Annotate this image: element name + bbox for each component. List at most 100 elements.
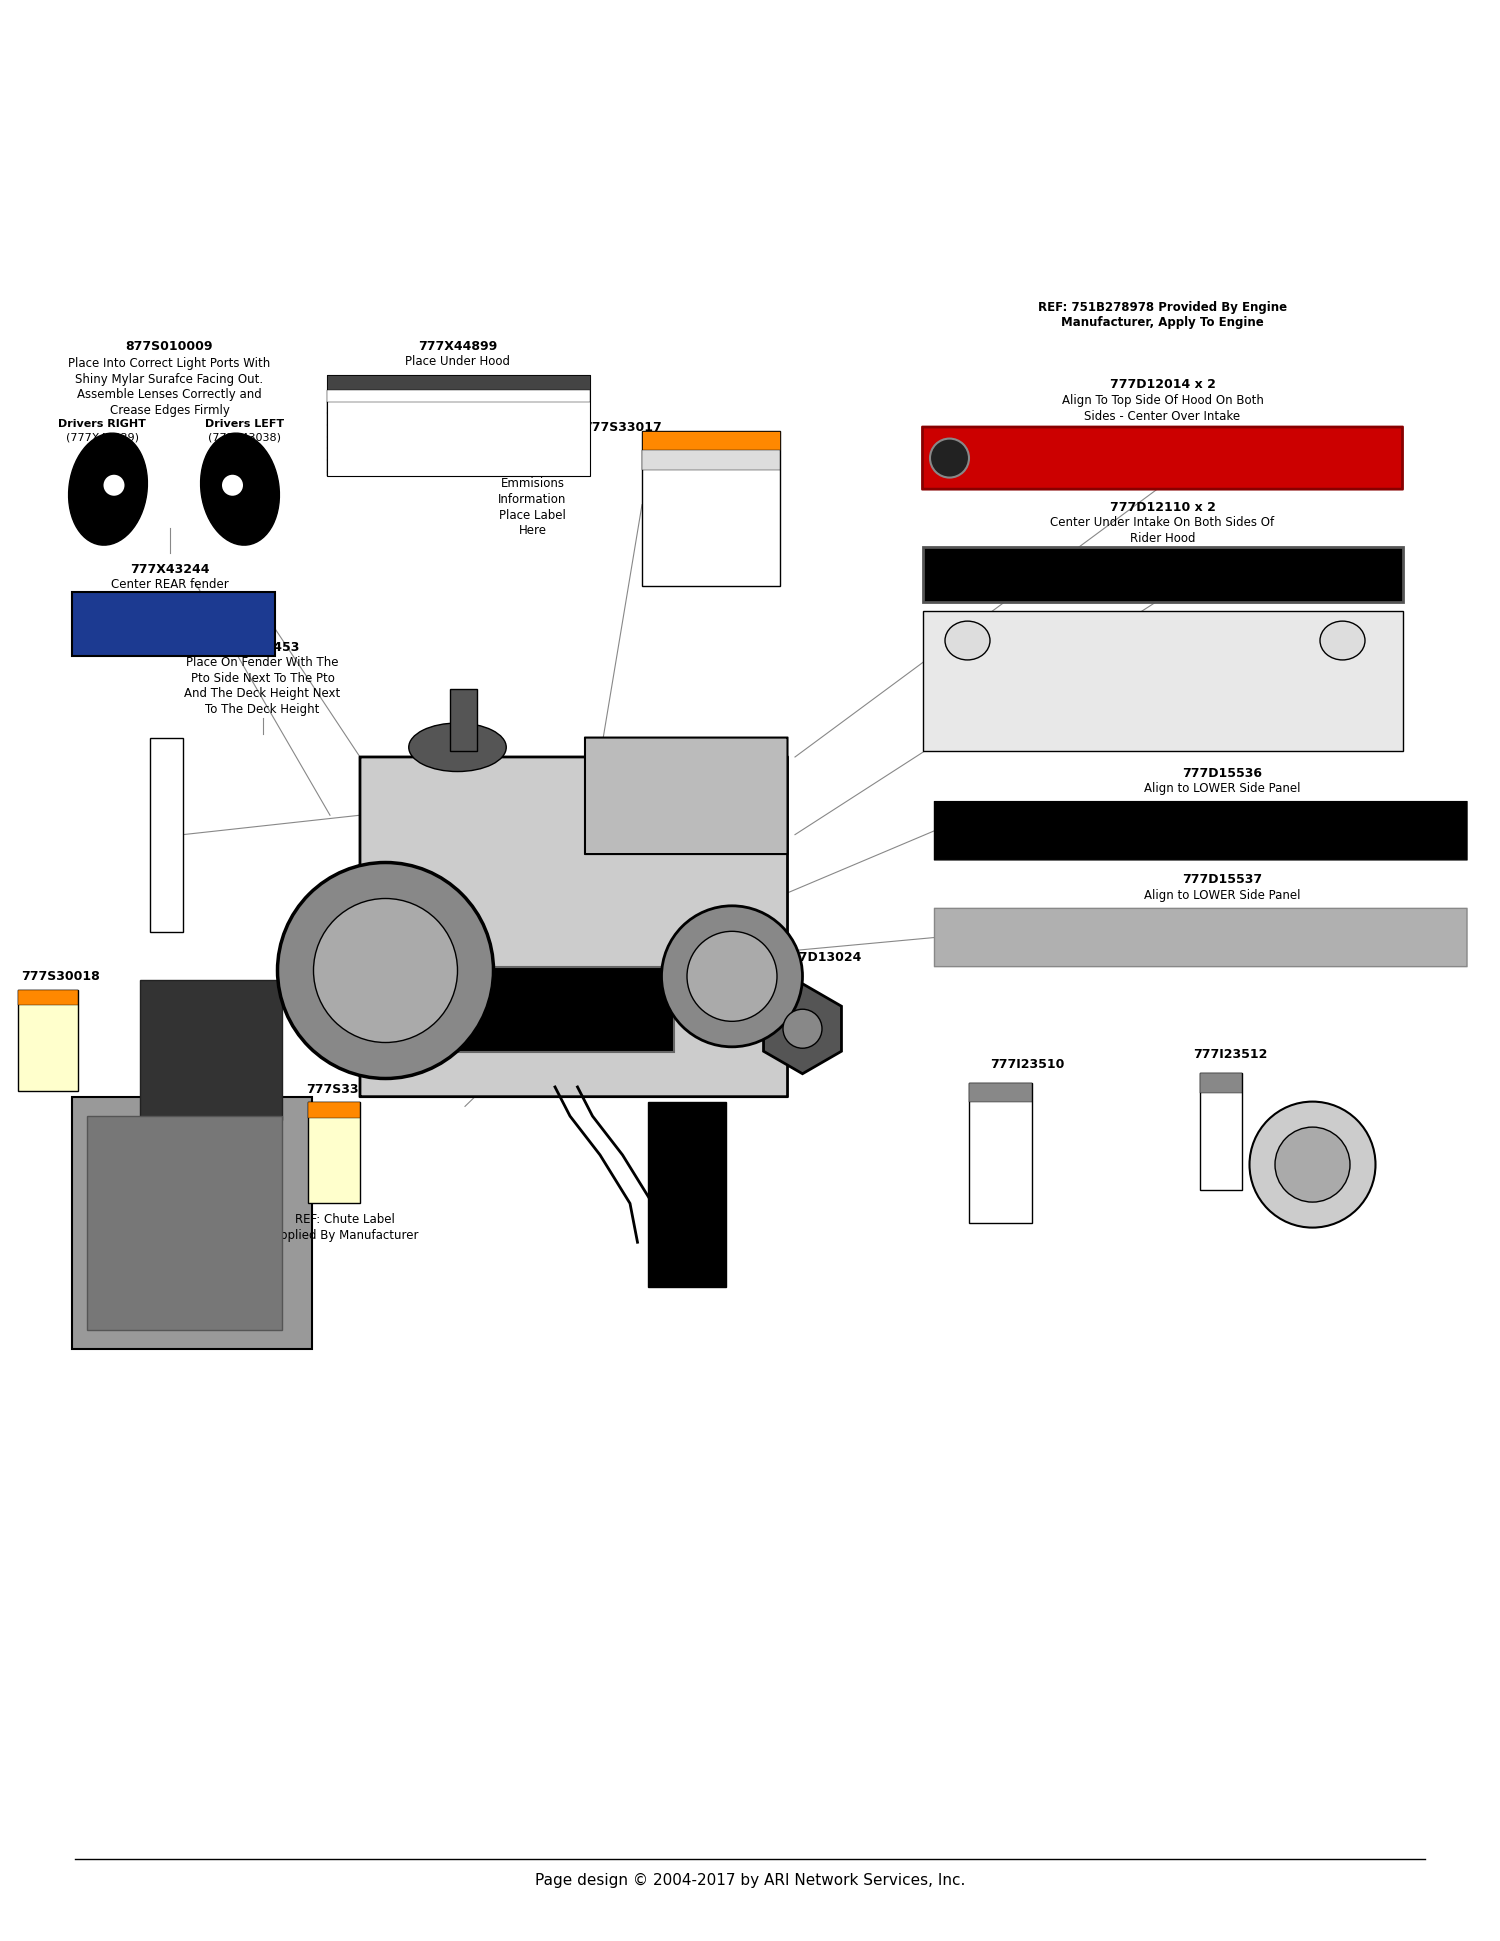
- Text: Place Label: Place Label: [500, 509, 566, 522]
- Text: Fuel Filter: Fuel Filter: [330, 427, 350, 431]
- Ellipse shape: [1320, 621, 1365, 660]
- Text: 777D12014 x 2: 777D12014 x 2: [1110, 378, 1215, 392]
- Ellipse shape: [201, 433, 279, 545]
- Text: Align to LOWER Side Panel: Align to LOWER Side Panel: [1144, 889, 1300, 903]
- Bar: [140, 980, 282, 1120]
- Bar: [648, 1102, 726, 1287]
- Text: Manufacturer, Apply To Engine: Manufacturer, Apply To Engine: [1060, 316, 1264, 330]
- Text: (777X43038): (777X43038): [209, 433, 280, 443]
- Text: 925-1352A: 925-1352A: [413, 415, 435, 419]
- Text: 877S010009: 877S010009: [126, 340, 213, 353]
- Text: Ref.- 777D13024: Ref.- 777D13024: [744, 951, 861, 965]
- Bar: [969, 1083, 1032, 1223]
- Bar: [72, 592, 274, 656]
- Bar: [922, 611, 1402, 751]
- Text: Blades: Blades: [465, 450, 478, 454]
- Text: 777D12223: 777D12223: [507, 947, 588, 961]
- Text: 1-888-77LOWES: 1-888-77LOWES: [135, 627, 210, 637]
- Text: Here: Here: [519, 524, 546, 538]
- Text: 7 SPEED TRANSMISSION: 7 SPEED TRANSMISSION: [1083, 549, 1242, 563]
- Text: And The Deck Height Next: And The Deck Height Next: [184, 687, 340, 701]
- Text: Has Important: Has Important: [490, 462, 574, 476]
- Text: Engine Drive Belt: Engine Drive Belt: [465, 415, 501, 419]
- Text: 777I23512: 777I23512: [1192, 1048, 1268, 1062]
- Text: Carburetor: Carburetor: [330, 404, 352, 408]
- Bar: [87, 1116, 282, 1330]
- FancyBboxPatch shape: [585, 738, 788, 854]
- Bar: [922, 547, 1402, 602]
- Circle shape: [662, 906, 802, 1046]
- Text: 2: 2: [662, 1137, 664, 1143]
- Text: 5: 5: [662, 1231, 664, 1236]
- Circle shape: [314, 899, 458, 1042]
- Bar: [450, 689, 477, 751]
- Text: SERVICE ADVANTAGE: SERVICE ADVANTAGE: [130, 606, 214, 611]
- Bar: [150, 738, 183, 932]
- Circle shape: [783, 1009, 822, 1048]
- Text: Information: Information: [498, 493, 567, 507]
- Bar: [1200, 1073, 1242, 1190]
- Text: Pony: Pony: [1166, 926, 1234, 949]
- Text: 951-7761S: 951-7761S: [413, 450, 435, 454]
- Text: Model: 13WN77KS / 13WM77KS   46466: Model: 13WN77KS / 13WM77KS 46466: [404, 377, 513, 382]
- Text: REF: 751B278978 Provided By Engine: REF: 751B278978 Provided By Engine: [1038, 301, 1287, 314]
- Text: Place On Fender With The: Place On Fender With The: [186, 656, 339, 670]
- Ellipse shape: [945, 621, 990, 660]
- Circle shape: [104, 476, 125, 495]
- Bar: [642, 431, 780, 450]
- Text: ⚙: ⚙: [944, 454, 956, 466]
- Text: 777I22453: 777I22453: [225, 641, 300, 654]
- Text: Drivers RIGHT: Drivers RIGHT: [58, 419, 146, 429]
- Text: 777X44899: 777X44899: [419, 340, 497, 353]
- Text: Grocer Driven Belt: Grocer Driven Belt: [465, 427, 503, 431]
- Text: Center REAR fender: Center REAR fender: [111, 578, 228, 592]
- Bar: [308, 1102, 360, 1203]
- Text: Shiny Mylar Surafce Facing Out.: Shiny Mylar Surafce Facing Out.: [75, 373, 264, 386]
- Bar: [969, 1083, 1032, 1102]
- Bar: [327, 375, 590, 476]
- Text: N: N: [994, 1153, 1006, 1168]
- Text: 954-0631A: 954-0631A: [532, 415, 555, 419]
- Text: Drivers LEFT: Drivers LEFT: [206, 419, 284, 429]
- Text: 777I22454: 777I22454: [652, 1077, 728, 1091]
- Text: 42": 42": [531, 969, 573, 988]
- Bar: [642, 450, 780, 470]
- Bar: [642, 431, 780, 586]
- Text: 777X43244: 777X43244: [129, 563, 209, 576]
- Text: (777X43039): (777X43039): [66, 433, 138, 443]
- Text: 797-3359: 797-3359: [413, 462, 432, 466]
- Text: 777I23510: 777I23510: [990, 1058, 1065, 1071]
- Text: Center Under Intake On Both Sides Of: Center Under Intake On Both Sides Of: [1050, 516, 1275, 530]
- Text: Sides - Center Over Intake: Sides - Center Over Intake: [1084, 410, 1240, 423]
- Text: If BJ label: If BJ label: [506, 446, 560, 460]
- Text: 777D15537: 777D15537: [1182, 873, 1263, 887]
- Text: 777S30018: 777S30018: [21, 970, 99, 984]
- Circle shape: [687, 932, 777, 1021]
- Text: 914-0460/535: 914-0460/535: [532, 404, 561, 408]
- Bar: [327, 375, 590, 390]
- Text: Ignition Key: Ignition Key: [330, 415, 354, 419]
- Text: 3: 3: [662, 1168, 664, 1174]
- Bar: [72, 1097, 312, 1349]
- Text: 777S33017: 777S33017: [584, 421, 662, 435]
- Text: Emmisions: Emmisions: [501, 477, 564, 491]
- Circle shape: [1250, 1102, 1376, 1227]
- Text: cutting deck: cutting deck: [560, 1019, 626, 1029]
- Text: Spark Plug(Gen): Spark Plug(Gen): [465, 404, 498, 408]
- Text: 942-0430B (2): 942-0430B (2): [532, 450, 562, 454]
- Text: 715-06-471: 715-06-471: [413, 404, 436, 408]
- Text: 1: 1: [662, 1106, 664, 1112]
- FancyBboxPatch shape: [360, 757, 788, 1097]
- Text: TROY•BILT: TROY•BILT: [1101, 450, 1224, 470]
- Ellipse shape: [408, 722, 506, 771]
- Text: A WARNING: A WARNING: [690, 435, 732, 441]
- FancyBboxPatch shape: [922, 427, 1402, 489]
- Text: A WARNING: A WARNING: [320, 1106, 346, 1110]
- Text: 777D12110 x 2: 777D12110 x 2: [1110, 501, 1215, 514]
- Text: Assemble Lenses Correctly and: Assemble Lenses Correctly and: [76, 388, 262, 402]
- Text: Place Into Correct Light Ports With: Place Into Correct Light Ports With: [69, 357, 270, 371]
- Text: 4: 4: [662, 1200, 664, 1205]
- Text: Rider Hood: Rider Hood: [1130, 532, 1196, 545]
- FancyBboxPatch shape: [934, 802, 1467, 860]
- Text: 777S33896: 777S33896: [306, 1083, 384, 1097]
